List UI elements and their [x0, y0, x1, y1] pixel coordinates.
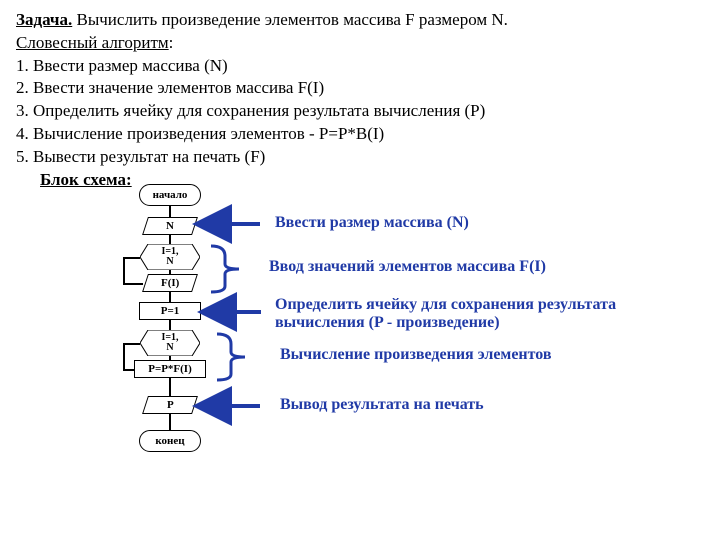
node-output-p: P [142, 396, 198, 414]
annotation-a1: Ввести размер массива (N) [275, 214, 469, 232]
task-text: Вычислить произведение элементов массива… [72, 10, 508, 29]
connector [123, 257, 125, 283]
connector [123, 369, 134, 371]
arrow-a1 [200, 212, 270, 236]
node-loop2: I=1,N [140, 330, 200, 356]
step-1: 1. Ввести размер массива (N) [16, 55, 704, 77]
node-start: начало [139, 184, 201, 206]
connector [169, 270, 171, 274]
connector [169, 206, 171, 217]
annotation-a3: Определить ячейку для сохранения результ… [275, 296, 695, 333]
connector [169, 414, 171, 430]
annotation-a4: Вычисление произведения элементов [280, 346, 552, 364]
node-loop1: I=1,N [140, 244, 200, 270]
connector [169, 292, 171, 302]
node-calc: P=P*F(I) [134, 360, 206, 378]
algo-header: Словесный алгоритм [16, 33, 169, 52]
node-end: конец [139, 430, 201, 452]
arrow-a5 [200, 394, 270, 418]
connector [123, 343, 140, 345]
connector [123, 283, 143, 285]
step-5: 5. Вывести результат на печать (F) [16, 146, 704, 168]
bracket-a2 [211, 242, 261, 296]
annotation-a5: Вывод результата на печать [280, 396, 484, 414]
connector [169, 235, 171, 244]
step-2: 2. Ввести значение элементов массива F(I… [16, 77, 704, 99]
connector [123, 257, 140, 259]
connector [123, 343, 125, 369]
node-init-p: P=1 [139, 302, 201, 320]
algo-header-line: Словесный алгоритм: [16, 32, 704, 54]
node-input-n: N [142, 217, 198, 235]
step-3: 3. Определить ячейку для сохранения резу… [16, 100, 704, 122]
annotation-a2: Ввод значений элементов массива F(I) [269, 258, 546, 276]
arrow-a3 [205, 300, 269, 324]
task-line: Задача. Вычислить произведение элементов… [16, 9, 704, 31]
connector [169, 378, 171, 396]
connector [169, 320, 171, 330]
node-read-f: F(I) [142, 274, 198, 292]
task-label: Задача. [16, 10, 72, 29]
step-4: 4. Вычисление произведения элементов - P… [16, 123, 704, 145]
flowchart-area: начало N I=1,N F(I) P=1 I= [65, 184, 705, 534]
